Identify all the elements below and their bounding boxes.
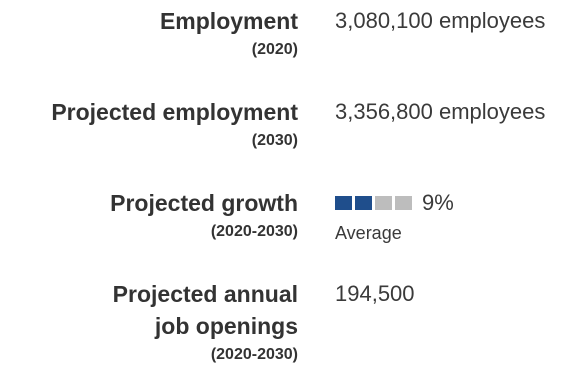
growth-meter <box>335 196 412 210</box>
stat-label-employment: Employment (2020) <box>160 5 298 63</box>
stat-value-projected-growth: 9% Average <box>335 187 454 247</box>
stat-label-text: Projected annual <box>112 281 298 307</box>
stat-label-text-line2: job openings <box>154 313 298 339</box>
stat-period: (2020) <box>251 41 298 58</box>
growth-line: 9% <box>335 187 454 219</box>
stat-label-projected-growth: Projected growth (2020-2030) <box>110 187 298 245</box>
growth-meter-segment-empty <box>395 196 412 210</box>
stat-label-text: Projected growth <box>110 190 298 216</box>
stat-period: (2020-2030) <box>210 223 298 240</box>
stat-label-projected-employment: Projected employment (2030) <box>51 96 298 154</box>
stat-value-projected-employment: 3,356,800 employees <box>335 99 546 124</box>
growth-meter-segment-filled <box>355 196 372 210</box>
stat-period: (2020-2030) <box>210 346 298 363</box>
stat-label-text: Employment <box>159 8 298 34</box>
stat-value-employment: 3,080,100 employees <box>335 8 546 33</box>
growth-meter-segment-filled <box>335 196 352 210</box>
growth-percent: 9% <box>422 190 454 215</box>
stat-label-annual-openings: Projected annual job openings (2020-2030… <box>113 278 298 368</box>
growth-rating: Average <box>335 223 402 243</box>
stat-value-annual-openings: 194,500 <box>335 281 415 306</box>
growth-meter-segment-empty <box>375 196 392 210</box>
stat-period: (2030) <box>251 132 298 149</box>
stat-label-text: Projected employment <box>51 99 298 125</box>
